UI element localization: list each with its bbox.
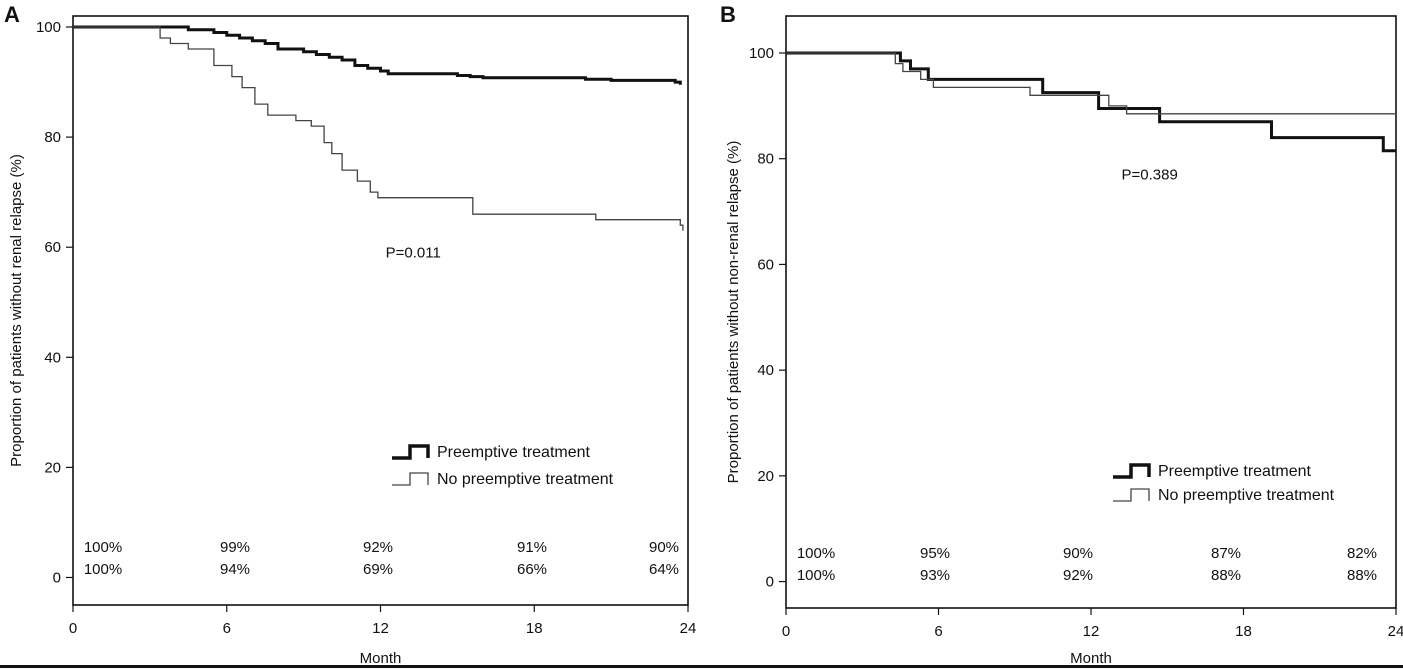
percent-label: 91% [517, 539, 547, 556]
y-tick-label: 100 [749, 45, 774, 62]
bottom-rule [0, 665, 1403, 668]
percent-label: 90% [649, 539, 679, 556]
panel-b: B 0 20 40 60 80 100 0 6 12 18 24 Month Proportion of … [720, 2, 1403, 667]
percent-label: 69% [363, 561, 393, 578]
y-tick-label: 40 [44, 349, 61, 366]
series-line-no-preemptive [786, 52, 1396, 115]
percent-label: 100% [84, 561, 122, 578]
panel-a: A 0 20 40 60 80 100 0 6 12 18 24 Month Proportion of … [4, 2, 696, 667]
percent-label: 66% [517, 561, 547, 578]
x-tick-label: 0 [782, 623, 790, 640]
x-axis-title: Month [360, 650, 402, 667]
percent-label: 93% [920, 567, 950, 584]
y-axis-title: Proportion of patients without renal rel… [8, 154, 25, 467]
percent-label: 88% [1211, 567, 1241, 584]
percent-label: 99% [220, 539, 250, 556]
plot-frame [72, 15, 689, 606]
y-tick-label: 40 [757, 362, 774, 379]
x-tick-label: 6 [223, 620, 231, 637]
legend-label: Preemptive treatment [437, 444, 591, 461]
percent-label: 92% [363, 539, 393, 556]
percent-label: 100% [797, 567, 835, 584]
x-tick-label: 18 [526, 620, 543, 637]
x-tick-label: 6 [934, 623, 942, 640]
percent-label: 64% [649, 561, 679, 578]
y-tick-label: 80 [757, 151, 774, 168]
series-line-no-preemptive [73, 26, 684, 231]
legend-label: Preemptive treatment [1158, 463, 1312, 480]
y-tick-label: 80 [44, 129, 61, 146]
x-tick-label: 24 [1388, 623, 1403, 640]
plot-frame [785, 15, 1397, 609]
x-tick-label: 0 [69, 620, 77, 637]
legend-swatch-preemptive [1113, 463, 1151, 479]
x-tick-label: 18 [1235, 623, 1252, 640]
y-tick-label: 0 [766, 574, 774, 591]
panel-letter: B [720, 2, 736, 27]
panel-letter: A [4, 2, 20, 27]
legend-label: No preemptive treatment [437, 471, 614, 488]
x-tick-label: 12 [372, 620, 389, 637]
legend-swatch-preemptive [392, 444, 430, 460]
x-tick-label: 24 [680, 620, 697, 637]
y-tick-label: 0 [53, 569, 61, 586]
percent-label: 95% [920, 545, 950, 562]
percent-label: 88% [1347, 567, 1377, 584]
series-line-preemptive [786, 51, 1396, 153]
percent-label: 87% [1211, 545, 1241, 562]
legend-swatch-no-preemptive [392, 472, 429, 486]
percent-label: 94% [220, 561, 250, 578]
x-axis-title: Month [1070, 650, 1112, 667]
y-tick-label: 20 [44, 459, 61, 476]
percent-label: 92% [1063, 567, 1093, 584]
y-tick-label: 20 [757, 468, 774, 485]
p-value-annotation: P=0.389 [1122, 167, 1178, 184]
percent-label: 82% [1347, 545, 1377, 562]
y-tick-label: 100 [36, 19, 61, 36]
legend-swatch-no-preemptive [1113, 488, 1150, 502]
y-axis-title: Proportion of patients without non-renal… [725, 141, 742, 484]
percent-label: 100% [84, 539, 122, 556]
y-tick-label: 60 [757, 256, 774, 273]
percent-label: 100% [797, 545, 835, 562]
y-tick-label: 60 [44, 239, 61, 256]
legend-label: No preemptive treatment [1158, 487, 1335, 504]
p-value-annotation: P=0.011 [386, 245, 441, 262]
percent-label: 90% [1063, 545, 1093, 562]
series-line-preemptive [73, 25, 682, 85]
x-tick-label: 12 [1083, 623, 1100, 640]
